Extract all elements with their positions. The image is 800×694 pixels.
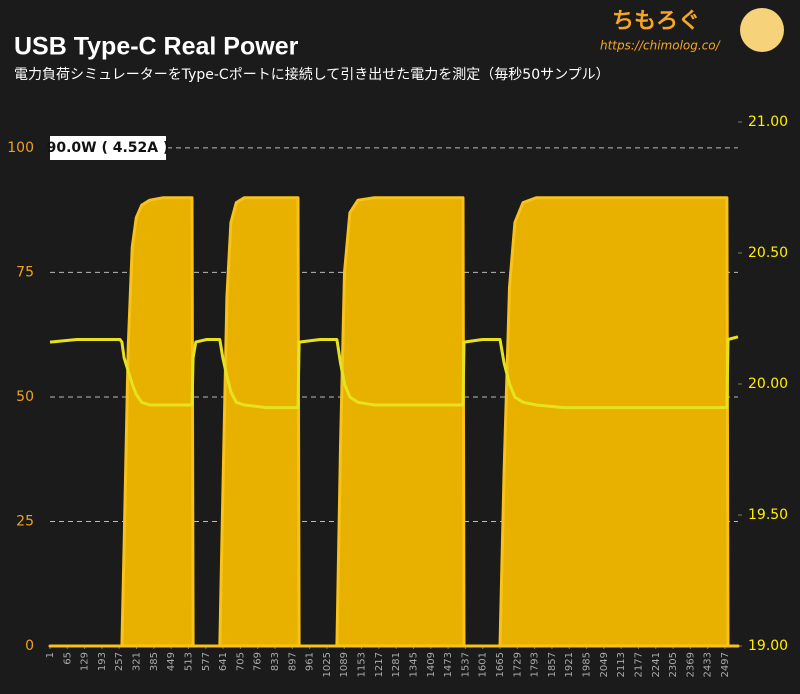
x-tick-label: 2049 (599, 652, 610, 677)
mascot (740, 8, 784, 52)
y-tick-label: 50 (16, 389, 34, 405)
x-tick-label: 1537 (460, 652, 471, 677)
x-tick-label: 1729 (512, 652, 523, 677)
y2-tick-label: 20.50 (748, 245, 788, 261)
x-tick-label: 1857 (547, 652, 558, 677)
x-tick-label: 577 (201, 652, 212, 671)
annotation: 90.0W ( 4.52A ) (47, 140, 170, 156)
x-tick-label: 1985 (582, 652, 593, 677)
x-tick-label: 1921 (564, 652, 575, 677)
x-tick-label: 2433 (703, 652, 714, 677)
x-tick-label: 1025 (322, 652, 333, 677)
x-tick-label: 1217 (374, 652, 385, 677)
x-tick-label: 897 (287, 652, 298, 671)
x-tick-label: 2369 (685, 652, 696, 677)
brand-url: https://chimolog.co/ (600, 39, 722, 53)
y-tick-label: 100 (7, 140, 34, 156)
x-tick-label: 1409 (426, 652, 437, 677)
power-area (48, 196, 740, 648)
x-tick-label: 1473 (443, 652, 454, 677)
voltage-line (49, 335, 739, 410)
chart-subtitle: 電力負荷シミュレーターをType-Cポートに接続して引き出せた電力を測定（毎秒5… (14, 66, 610, 83)
x-tick-label: 1345 (408, 652, 419, 677)
x-tick-label: 2113 (616, 652, 627, 677)
y-tick-label: 25 (16, 513, 34, 529)
x-tick-label: 2177 (633, 652, 644, 677)
y2-tick-label: 19.00 (748, 638, 788, 654)
x-tick-label: 257 (114, 652, 125, 671)
x-tick-label: 385 (149, 652, 160, 671)
x-tick-label: 833 (270, 652, 281, 671)
x-tick-label: 1665 (495, 652, 506, 677)
x-tick-label: 2241 (651, 652, 662, 677)
y2-tick-label: 19.50 (748, 507, 788, 523)
x-tick-label: 2305 (668, 652, 679, 677)
x-tick-label: 769 (253, 652, 264, 671)
x-tick-label: 2497 (720, 652, 731, 677)
x-tick-label: 1601 (478, 652, 489, 677)
x-tick-label: 1 (45, 652, 56, 658)
y2-tick-label: 21.00 (748, 114, 788, 130)
x-tick-label: 513 (183, 652, 194, 671)
x-tick-label: 1153 (357, 652, 368, 677)
chart-title: USB Type-C Real Power (14, 33, 299, 61)
x-tick-label: 65 (62, 652, 73, 665)
x-tick-label: 193 (97, 652, 108, 671)
x-tick-label: 961 (305, 652, 316, 671)
x-tick-label: 449 (166, 652, 177, 671)
x-tick-label: 129 (80, 652, 91, 671)
x-tick-label: 1089 (339, 652, 350, 677)
x-tick-label: 321 (132, 652, 143, 671)
x-tick-label: 705 (235, 652, 246, 671)
x-tick-label: 1793 (530, 652, 541, 677)
y-tick-label: 0 (25, 638, 34, 654)
x-tick-label: 641 (218, 652, 229, 671)
brand-name: ちもろぐ (612, 9, 700, 34)
y2-tick-label: 20.00 (748, 376, 788, 392)
y-tick-label: 75 (16, 264, 34, 280)
x-tick-label: 1281 (391, 652, 402, 677)
annotation-box (50, 136, 166, 160)
